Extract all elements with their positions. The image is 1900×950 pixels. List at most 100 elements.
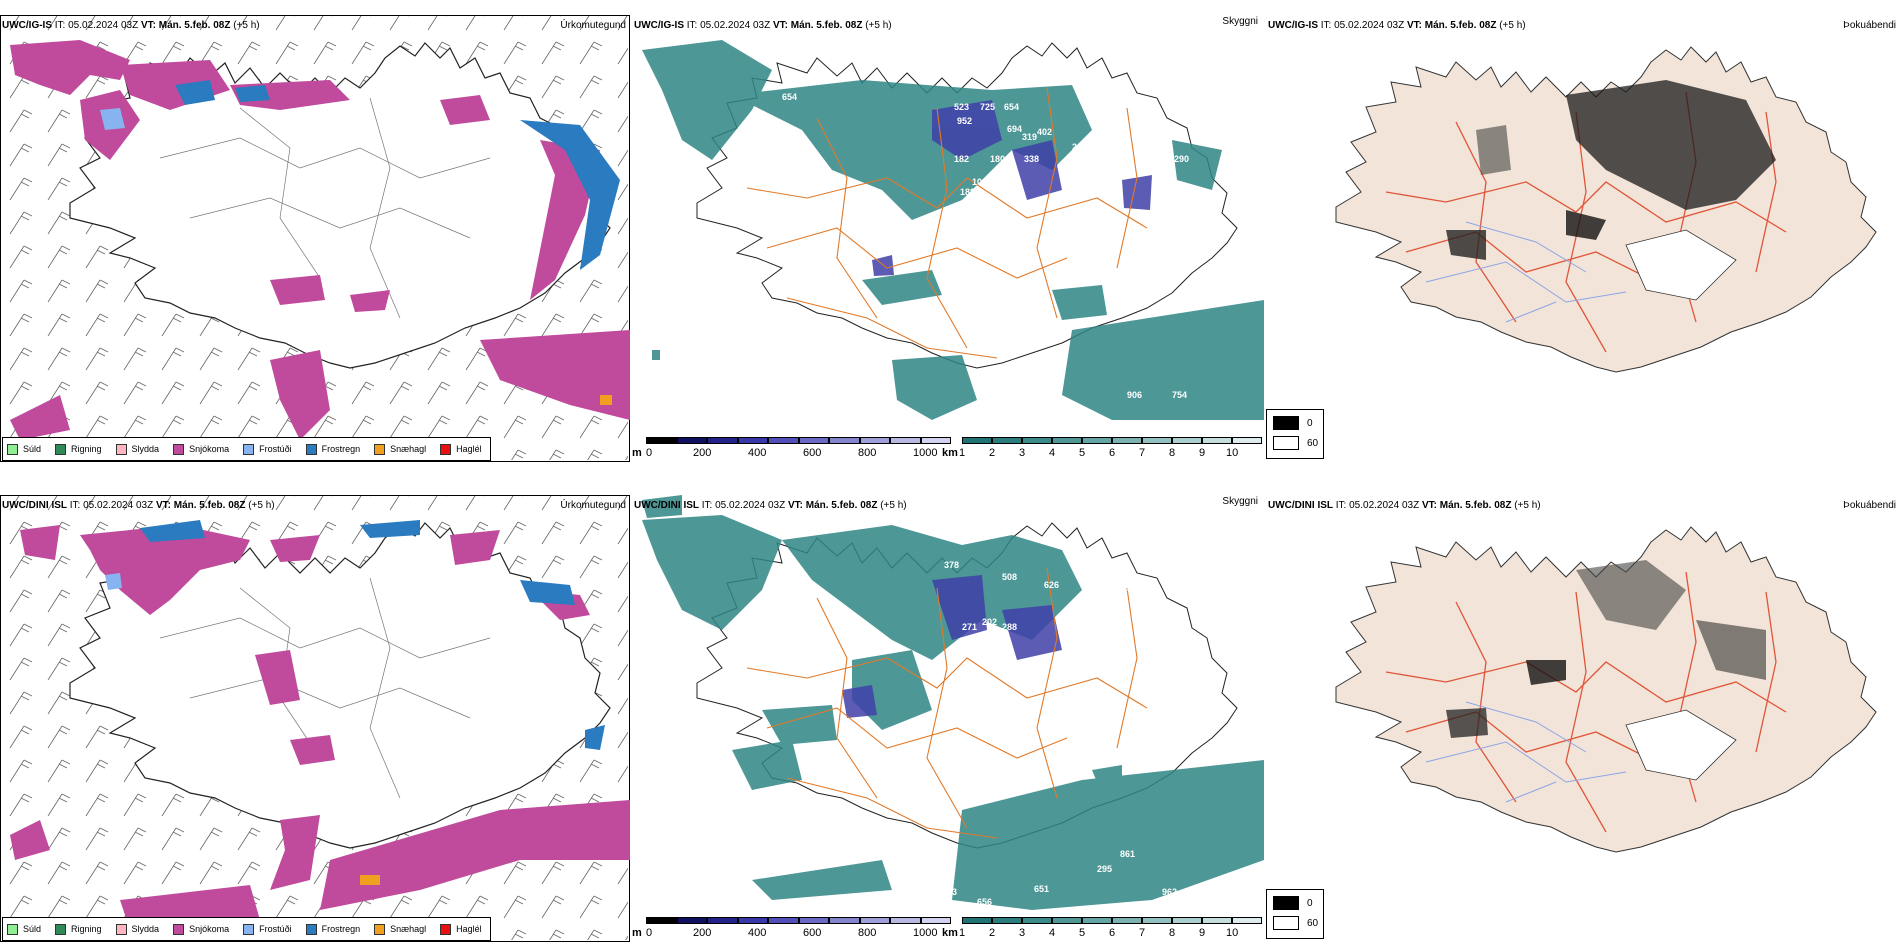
cloud-base-label: 868 [744, 145, 759, 155]
visibility-labels: 378 508 626 512 271 202 288 243 186 257 473 943 994 6… [804, 560, 1177, 920]
legend-label: Frostúði [259, 444, 292, 454]
colorbar-height-tick: 600 [803, 927, 822, 939]
legend-swatch [55, 923, 67, 935]
colorbar-height-segment [829, 917, 860, 924]
legend-label: Rigning [71, 444, 102, 454]
cloud-base-label: 290 [1174, 154, 1189, 164]
map-frame [0, 15, 630, 462]
panel-header: UWC/IG-IS IT: 05.02.2024 03Z VT: Mán. 5.… [2, 20, 260, 31]
cloud-base-label: 338 [1024, 154, 1039, 164]
low-cloud-base-areas [842, 575, 1062, 718]
legend-item: Rigning [55, 923, 102, 935]
visibility-panel-row2: 378 508 626 512 271 202 288 243 186 257 473 943 994 6… [632, 480, 1264, 950]
legend-item: Snæhagl [374, 923, 427, 935]
colorbar-visibility-tick: 8 [1169, 927, 1176, 939]
colorbar-height-tick: 0 [646, 447, 653, 459]
cloud-base-label: 108 [972, 177, 987, 187]
legend-item: Súld [7, 923, 42, 935]
panel-header: UWC/DINI ISL IT: 05.02.2024 03Z VT: Mán.… [1268, 500, 1541, 511]
colorbar-visibility-tick: 1 [959, 927, 966, 939]
low-cloud-base-areas [872, 100, 1152, 276]
colorbar-height-tick: 200 [693, 927, 712, 939]
fog-legend-swatch [1273, 416, 1299, 430]
colorbar-visibility-segment [1082, 437, 1112, 444]
panel-header: UWC/IG-IS IT: 05.02.2024 03Z VT: Mán. 5.… [634, 20, 892, 31]
panel-title: Skyggni [1222, 16, 1258, 27]
cloud-base-label: 257 [1072, 690, 1087, 700]
precip-legend: Súld Rigning Slydda Snjókoma Frostúði Frostre… [2, 917, 491, 941]
legend-label: Rigning [71, 924, 102, 934]
legend-item: Snjókoma [173, 443, 230, 455]
colorbar-height-tick: 200 [693, 447, 712, 459]
colorbar-visibility-segment [1142, 437, 1172, 444]
colorbar-visibility-tick: 4 [1049, 927, 1056, 939]
cloud-base-label: 378 [944, 560, 959, 570]
panel-title: Úrkomutegund [560, 20, 626, 31]
cloud-base-label: 754 [1172, 390, 1187, 400]
colorbar-visibility-tick: 7 [1139, 447, 1146, 459]
legend-label: Frostúði [259, 924, 292, 934]
cloud-base-label: 180 [990, 154, 1005, 164]
legend-label: Súld [23, 924, 42, 934]
legend-item: Frostregn [305, 923, 361, 935]
cloud-base-label: 725 [980, 102, 995, 112]
fog-legend-label: 60 [1307, 437, 1319, 449]
colorbar-visibility-segment [1052, 917, 1082, 924]
cloud-base-label: 952 [957, 116, 972, 126]
fog-legend-label: 0 [1307, 417, 1313, 429]
legend-item: Frostúði [243, 923, 292, 935]
colorbar-visibility-unit: km [942, 927, 958, 939]
legend-swatch [440, 923, 452, 935]
fog-panel-row2: UWC/DINI ISL IT: 05.02.2024 03Z VT: Mán.… [1266, 480, 1896, 950]
legend-item: Frostregn [305, 443, 360, 455]
legend-label: Frostregn [321, 924, 361, 934]
legend-swatch [374, 443, 386, 455]
colorbar-visibility-segment [1172, 917, 1202, 924]
legend-swatch [440, 443, 452, 455]
fog-legend-swatch [1273, 436, 1299, 450]
colorbar-height-segment [890, 917, 921, 924]
colorbar-height-segment [707, 437, 738, 444]
panel-title: Þokuábendi [1843, 20, 1896, 31]
colorbar-height-segment [768, 437, 799, 444]
colorbar-height-unit: m [632, 447, 642, 459]
legend-swatch [115, 443, 127, 455]
snow-areas [10, 525, 630, 930]
cloud-base-label: 306 [1104, 127, 1119, 137]
colorbar-visibility-tick: 10 [1226, 447, 1239, 459]
legend-swatch [173, 443, 185, 455]
legend-item: Rigning [55, 443, 102, 455]
colorbar-height-tick: 400 [748, 927, 767, 939]
legend-item: Snæhagl [374, 443, 426, 455]
cloud-base-label: 182 [954, 154, 969, 164]
legend-label: Haglél [456, 444, 482, 454]
cloud-base-label: 202 [982, 617, 997, 627]
legend-label: Haglél [456, 924, 482, 934]
freezing-rain-areas [175, 80, 620, 270]
legend-label: Snjókoma [189, 444, 230, 454]
cloud-base-label: 626 [1044, 580, 1059, 590]
low-visibility-areas [642, 495, 1264, 910]
precip-type-panel-row2: UWC/DINI ISL IT: 05.02.2024 03Z VT: Mán.… [0, 480, 630, 950]
cloud-base-label: 233 [1140, 140, 1155, 150]
legend-item: Súld [7, 443, 41, 455]
cloud-base-label: 943 [950, 900, 965, 910]
cloud-base-label: 125 [992, 182, 1007, 192]
colorbar-visibility-segment [1172, 437, 1202, 444]
cloud-base-label: 243 [1122, 584, 1137, 594]
fog-legend-swatch [1273, 916, 1299, 930]
fog-legend: 0 60 [1266, 409, 1324, 459]
legend-label: Snæhagl [390, 924, 427, 934]
colorbar-height-tick: 0 [646, 927, 653, 939]
colorbar-visibility-tick: 10 [1226, 927, 1239, 939]
cloud-base-label: 523 [954, 102, 969, 112]
fog-legend-label: 60 [1307, 917, 1319, 929]
cloud-base-label: 205 [1072, 142, 1087, 152]
legend-swatch [55, 443, 67, 455]
colorbar-visibility-tick: 9 [1199, 447, 1206, 459]
legend-item: Slydda [115, 443, 159, 455]
colorbar-visibility-segment [962, 917, 992, 924]
cloud-base-label: 106 [1002, 192, 1017, 202]
